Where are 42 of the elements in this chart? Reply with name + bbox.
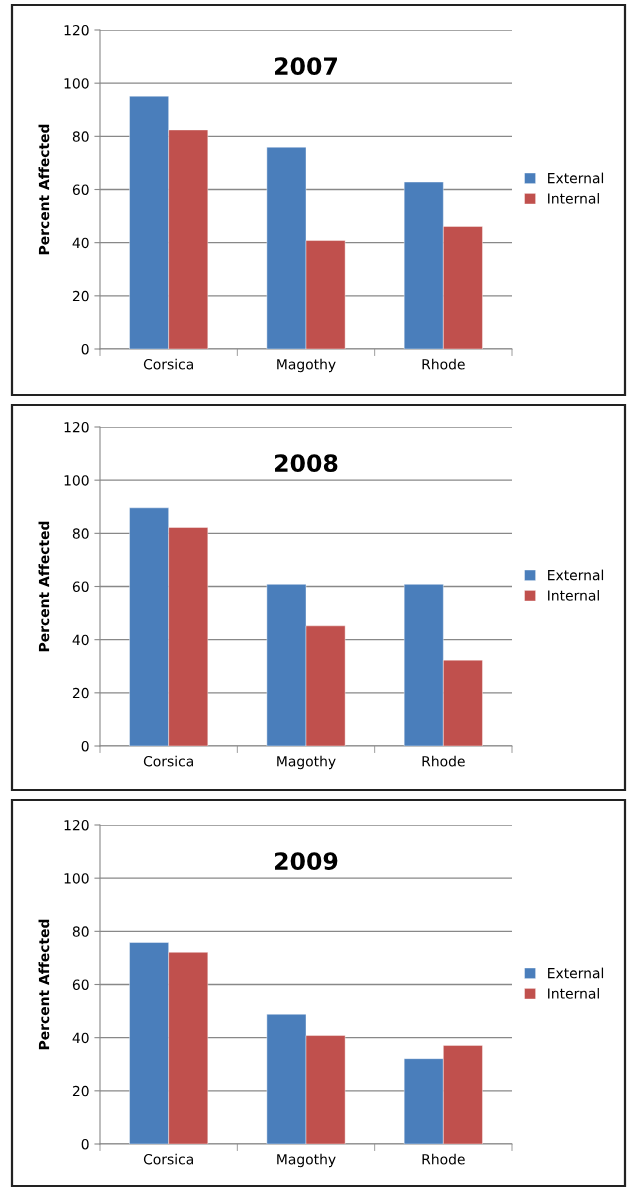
- y-tick-label: 0: [81, 343, 89, 355]
- x-tick-label: Corsica: [143, 755, 193, 767]
- y-tick-label: 20: [72, 1085, 89, 1097]
- y-tick-label: 100: [64, 873, 89, 884]
- text: 2009: [275, 852, 338, 870]
- y-tick-label: 60: [72, 184, 89, 195]
- text: 2007: [275, 57, 337, 75]
- y-tick-label: 80: [72, 926, 89, 937]
- y-tick-label: 100: [64, 78, 89, 89]
- y-tick-label: 40: [72, 237, 89, 249]
- y-tick-label: 0: [81, 740, 89, 752]
- y-tick-label: 40: [72, 634, 89, 646]
- y-tick-label: 80: [72, 528, 89, 539]
- x-tick-label: Corsica: [143, 358, 193, 370]
- y-axis-title: Percent Affected: [38, 919, 50, 1050]
- x-tick-label: Rhode: [422, 358, 465, 370]
- legend-label: Internal: [548, 987, 599, 999]
- y-tick-label: 20: [72, 687, 89, 699]
- x-tick-label: Magothy: [277, 755, 336, 770]
- y-tick-label: 120: [64, 819, 89, 831]
- x-tick-label: Magothy: [277, 1153, 336, 1168]
- x-tick-label: Rhode: [422, 1153, 465, 1165]
- y-tick-label: 80: [72, 131, 89, 142]
- y-tick-label: 60: [72, 979, 89, 990]
- y-tick-label: 20: [72, 290, 89, 302]
- legend-label: Internal: [548, 589, 599, 601]
- y-tick-label: 100: [64, 475, 89, 486]
- x-tick-label: Magothy: [277, 358, 336, 373]
- y-axis-title: Percent Affected: [38, 521, 50, 652]
- legend-label: Internal: [548, 192, 599, 204]
- y-tick-label: 60: [72, 581, 89, 592]
- x-tick-label: Rhode: [422, 755, 465, 767]
- text: 2008: [275, 454, 338, 472]
- y-tick-label: 120: [64, 421, 89, 433]
- y-tick-label: 0: [81, 1138, 89, 1150]
- y-tick-label: 40: [72, 1032, 89, 1044]
- y-axis-title: Percent Affected: [38, 124, 50, 255]
- y-tick-label: 120: [64, 24, 89, 36]
- x-tick-label: Corsica: [143, 1153, 193, 1165]
- legend-label: External: [548, 569, 604, 581]
- legend-label: External: [548, 967, 604, 979]
- legend-label: External: [548, 172, 604, 184]
